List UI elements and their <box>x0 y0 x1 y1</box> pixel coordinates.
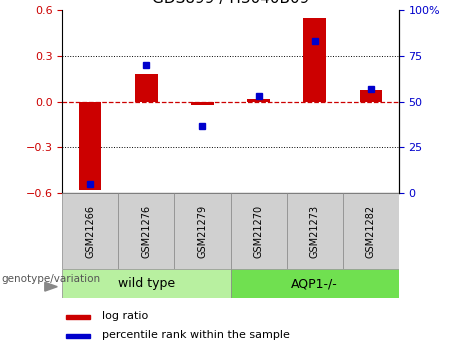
Title: GDS899 / H3040B09: GDS899 / H3040B09 <box>152 0 309 7</box>
Bar <box>79 102 101 190</box>
Bar <box>118 193 174 269</box>
Bar <box>287 193 343 269</box>
Text: GSM21266: GSM21266 <box>85 205 95 258</box>
Text: genotype/variation: genotype/variation <box>1 274 100 284</box>
Text: AQP1-/-: AQP1-/- <box>291 277 338 290</box>
Bar <box>303 18 326 102</box>
Polygon shape <box>45 282 57 291</box>
Text: GSM21276: GSM21276 <box>142 205 151 258</box>
Bar <box>247 99 270 102</box>
Text: GSM21270: GSM21270 <box>254 205 264 258</box>
Text: GSM21279: GSM21279 <box>197 205 207 258</box>
Bar <box>360 90 382 102</box>
Bar <box>66 315 90 319</box>
Bar <box>230 193 287 269</box>
Text: GSM21273: GSM21273 <box>310 205 319 258</box>
Bar <box>343 193 399 269</box>
Text: wild type: wild type <box>118 277 175 290</box>
Bar <box>191 102 214 105</box>
Text: log ratio: log ratio <box>102 311 148 321</box>
Bar <box>66 334 90 338</box>
Bar <box>174 193 230 269</box>
Bar <box>62 193 118 269</box>
Text: GSM21282: GSM21282 <box>366 205 376 258</box>
Bar <box>230 269 399 298</box>
Bar <box>135 75 158 102</box>
Text: percentile rank within the sample: percentile rank within the sample <box>102 330 290 340</box>
Bar <box>62 269 230 298</box>
